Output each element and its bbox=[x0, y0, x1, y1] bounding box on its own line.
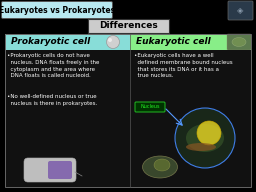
Circle shape bbox=[175, 108, 235, 168]
Text: •Eukaryotic cells have a well
  defined membrane bound nucleus
  that stores its: •Eukaryotic cells have a well defined me… bbox=[134, 53, 233, 78]
FancyBboxPatch shape bbox=[227, 34, 251, 50]
Bar bbox=[5, 34, 130, 50]
FancyBboxPatch shape bbox=[48, 161, 72, 179]
Circle shape bbox=[106, 36, 120, 49]
Bar bbox=[5, 34, 251, 187]
Bar bbox=[5, 50, 130, 187]
Text: Eukaryotic cell: Eukaryotic cell bbox=[136, 37, 211, 46]
FancyBboxPatch shape bbox=[135, 102, 165, 112]
Ellipse shape bbox=[232, 37, 246, 46]
Ellipse shape bbox=[186, 143, 216, 151]
Bar bbox=[130, 50, 251, 187]
Circle shape bbox=[108, 38, 112, 42]
Text: •Prokaryotic cells do not have
  nucleus. DNA floats freely in the
  cytoplasm a: •Prokaryotic cells do not have nucleus. … bbox=[7, 53, 99, 78]
Text: •No well-defined nucleus or true
  nucleus is there in prokaryotes.: •No well-defined nucleus or true nucleus… bbox=[7, 94, 97, 106]
Ellipse shape bbox=[143, 156, 177, 178]
Bar bbox=[130, 34, 251, 50]
Text: Prokaryotic cell: Prokaryotic cell bbox=[11, 37, 90, 46]
FancyBboxPatch shape bbox=[24, 158, 76, 182]
FancyBboxPatch shape bbox=[88, 18, 168, 32]
FancyBboxPatch shape bbox=[228, 1, 253, 20]
Text: ◈: ◈ bbox=[237, 6, 243, 15]
Text: Differences: Differences bbox=[99, 21, 157, 30]
Text: Nucleus: Nucleus bbox=[140, 104, 160, 109]
FancyBboxPatch shape bbox=[2, 2, 112, 18]
Circle shape bbox=[197, 121, 221, 145]
Ellipse shape bbox=[154, 159, 170, 171]
Text: Eukaryotes vs Prokaryotes: Eukaryotes vs Prokaryotes bbox=[0, 6, 115, 15]
Ellipse shape bbox=[186, 124, 224, 152]
